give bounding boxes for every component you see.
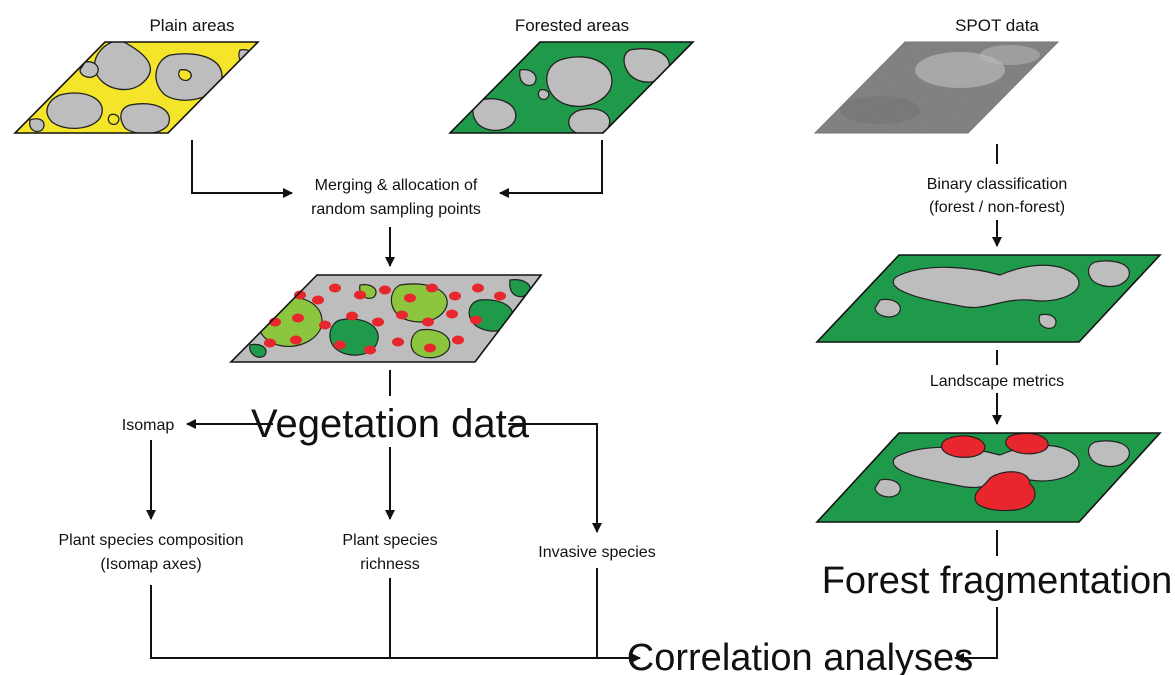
composition-label-line1: Plant species composition [59,532,244,549]
binary-classification-map [815,254,1162,343]
landscape-metrics-label: Landscape metrics [930,373,1064,390]
merging-label-line1: Merging & allocation of [315,177,478,194]
merging-label-line2: random sampling points [311,201,481,218]
binary-classification-label-line2: (forest / non-forest) [929,199,1065,216]
landscape-metrics-map [815,432,1162,523]
richness-label-line1: Plant species [342,532,437,549]
vegetation-data-label: Vegetation data [251,402,530,446]
plain-areas-map [13,41,260,134]
forest-fragmentation-label: Forest fragmentation [822,560,1173,602]
forested-areas-map [448,41,695,134]
invasive-species-label: Invasive species [538,544,655,561]
plain-areas-label: Plain areas [149,16,234,35]
forested-areas-label: Forested areas [515,16,629,35]
composition-label-line2: (Isomap axes) [100,556,201,573]
spot-data-image [813,41,1060,134]
isomap-label: Isomap [122,417,175,434]
spot-data-label: SPOT data [955,16,1039,35]
richness-label-line2: richness [360,556,420,573]
random-sampling-points [264,283,506,355]
merged-sampling-map [229,274,543,363]
connectors [146,140,1002,663]
binary-classification-label-line1: Binary classification [927,176,1068,193]
correlation-analyses-label: Correlation analyses [627,637,973,675]
